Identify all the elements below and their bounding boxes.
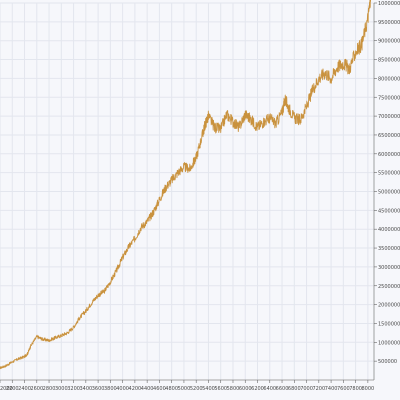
y-tick-label: 8000000 [378,76,400,82]
y-tick-label: 4500000 [378,208,400,214]
x-tick-label: 6200 [251,386,264,392]
x-tick-label: 7000 [300,386,313,392]
y-tick-label: 6500000 [378,133,400,139]
x-tick-label: 4800 [165,386,178,392]
x-tick-label: 7200 [312,386,325,392]
x-tick-label: 5400 [202,386,215,392]
x-tick-label: 2600 [30,386,43,392]
x-tick-label: 4400 [141,386,154,392]
x-tick-label: 2400 [18,386,31,392]
y-tick-label: 3000000 [378,265,400,271]
x-tick-label: 5000 [178,386,191,392]
y-tick-label: 7000000 [378,114,400,120]
y-tick-label: 9500000 [378,20,400,26]
x-tick-label: 5600 [214,386,227,392]
y-tick-label: 2500000 [378,284,400,290]
x-tick-label: 4200 [129,386,142,392]
y-tick-label: 1500000 [378,321,400,327]
y-tick-label: 8500000 [378,58,400,64]
x-tick-label: 6600 [276,386,289,392]
x-tick-label: 4000 [116,386,129,392]
y-tick-label: 7500000 [378,95,400,101]
series-group [0,0,372,370]
y-tick-label: 6000000 [378,152,400,158]
grid-lines [0,2,374,380]
x-tick-label: 3200 [67,386,80,392]
x-tick-label: 6400 [263,386,276,392]
x-tick-label: 8000 [362,386,375,392]
series-line [0,0,372,370]
x-tick-label: 4600 [153,386,166,392]
x-tick-label: 3800 [104,386,117,392]
y-tick-label: 2000000 [378,303,400,309]
y-tick-label: 10000000 [378,1,400,7]
x-tick-label: 3600 [92,386,105,392]
x-tick-label: 2800 [43,386,56,392]
y-tick-label: 5000000 [378,190,400,196]
x-tick-label: 5800 [227,386,240,392]
x-tick-label: 3000 [55,386,68,392]
y-tick-label: 4000000 [378,227,400,233]
y-tick-label: 500000 [378,359,397,365]
x-tick-label: 3400 [79,386,92,392]
y-tick-label: 1000000 [378,340,400,346]
x-tick-label: 5200 [190,386,203,392]
x-tick-label: 7800 [349,386,362,392]
x-tick-label: 2200 [6,386,19,392]
x-tick-label: 2000 [0,386,13,392]
x-tick-label: 7400 [325,386,338,392]
x-tick-label: 7600 [337,386,350,392]
y-tick-label: 5500000 [378,171,400,177]
y-axis-ticks: 500000 1000000 1500000 2000000 2500000 300000… [374,1,400,365]
x-tick-label: 6800 [288,386,301,392]
x-tick-label: 6000 [239,386,252,392]
y-tick-label: 9000000 [378,39,400,45]
y-tick-label: 3500000 [378,246,400,252]
